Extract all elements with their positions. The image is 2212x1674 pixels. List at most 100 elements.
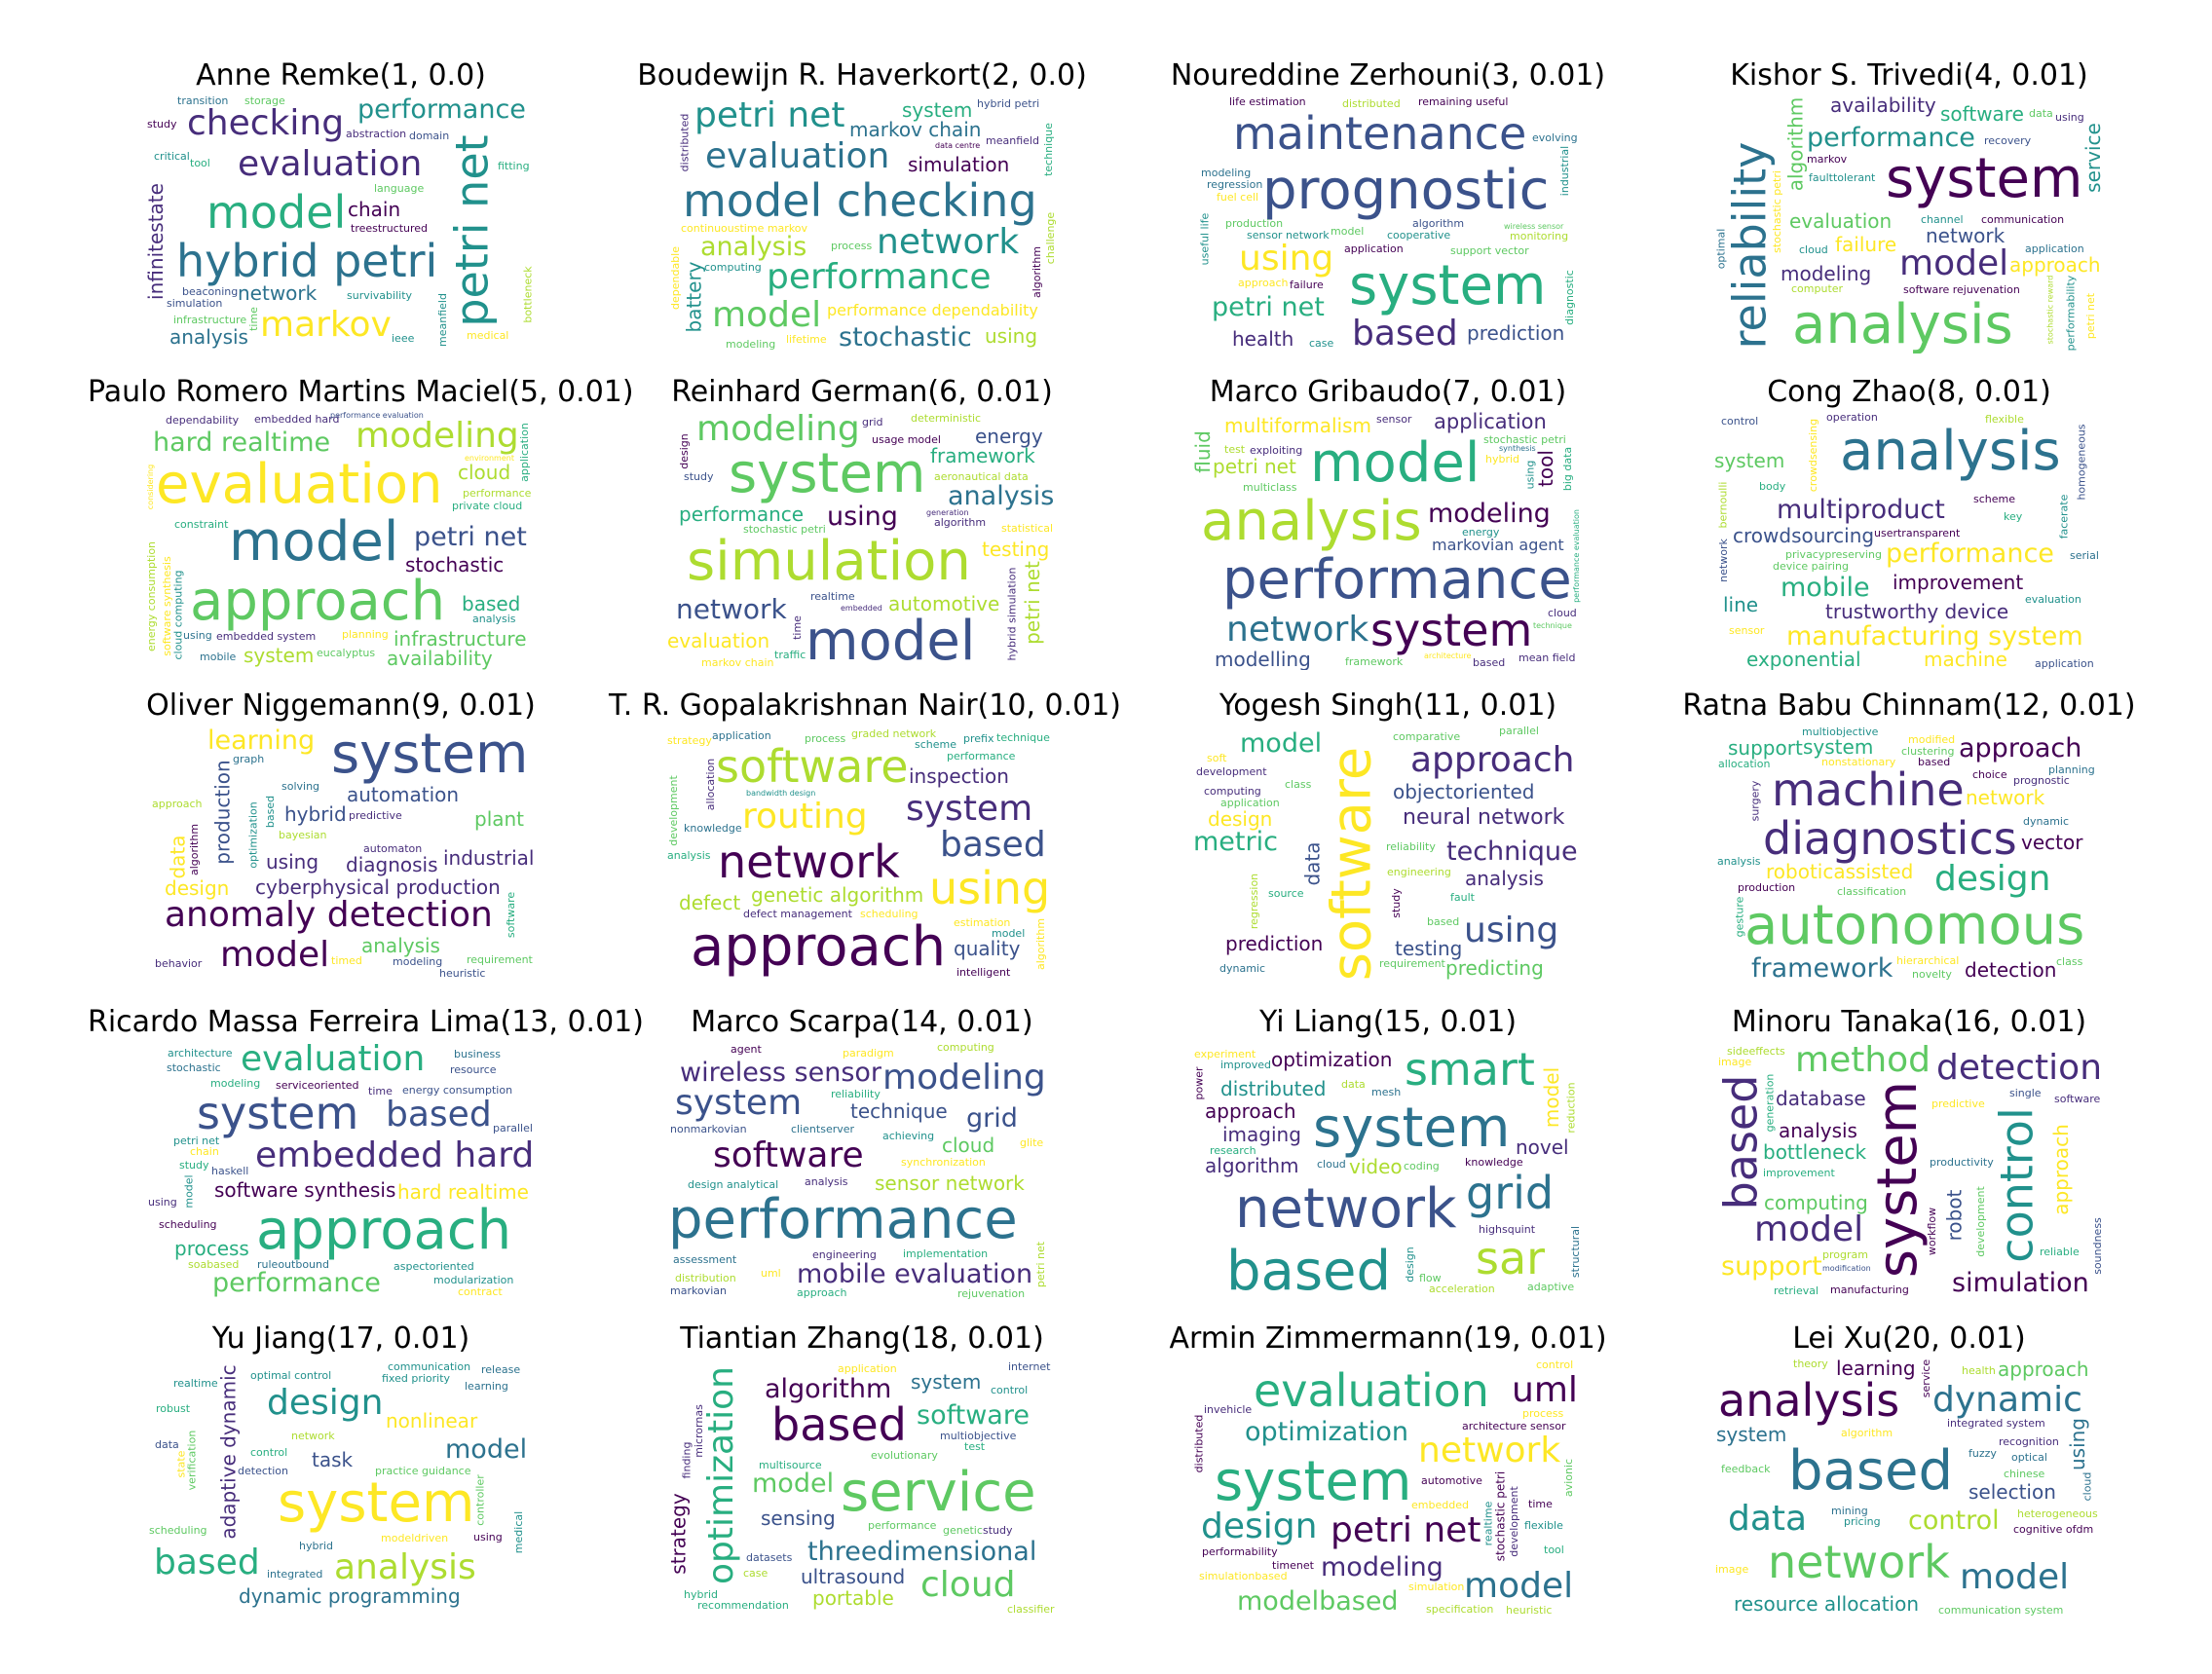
cloud-word: language	[374, 182, 425, 195]
cloud-word: chain	[348, 198, 401, 221]
cloud-word: micrornas	[692, 1404, 705, 1458]
cloud-word: reliability	[1386, 840, 1436, 853]
cloud-word: system	[197, 1087, 359, 1139]
cloud-word: fuzzy	[1968, 1447, 1997, 1460]
cloud-word: production	[1738, 881, 1796, 894]
cloud-word: inspection	[909, 764, 1009, 788]
cloud-word: study	[983, 1524, 1013, 1537]
cloud-word: system	[675, 1083, 803, 1123]
cloud-word: stochastic petri	[1770, 170, 1783, 253]
panel-title: Ricardo Massa Ferreira Lima(13, 0.01)	[88, 1005, 644, 1039]
word-cloud: system anomaly detection model learning data…	[146, 725, 536, 984]
cloud-word: diagnosis	[346, 853, 438, 876]
cloud-word: using	[1239, 239, 1334, 279]
cloud-word: body	[1759, 480, 1786, 493]
cloud-word: modification	[1822, 1264, 1871, 1273]
cloud-word: defect	[679, 891, 741, 914]
panel-title: Minoru Tanaka(16, 0.01)	[1731, 1005, 2087, 1039]
cloud-word: aspectoriented	[394, 1260, 474, 1273]
panel-title: Anne Remke(1, 0.0)	[196, 58, 486, 93]
cloud-word: heterogeneous	[2017, 1507, 2098, 1520]
cloud-word: control	[1721, 415, 1759, 428]
cloud-word: fuel cell	[1217, 191, 1259, 204]
panel-title: Yi Liang(15, 0.01)	[1258, 1005, 1518, 1039]
cloud-word: cooperative	[1387, 229, 1451, 242]
cloud-word: cloud	[2080, 1471, 2093, 1501]
cloud-word: based	[1427, 915, 1460, 928]
cloud-word: battery	[682, 261, 705, 332]
cloud-word: modelbased	[1237, 1586, 1399, 1617]
cloud-word: objectoriented	[1393, 780, 1535, 803]
cloud-word: markov chain	[701, 656, 774, 669]
cloud-word: learning	[465, 1380, 508, 1393]
cloud-word: network	[676, 593, 787, 625]
cloud-word: machine	[1772, 763, 1965, 816]
cloud-word: bernoulli	[1715, 481, 1729, 528]
cloud-word: robust	[156, 1402, 191, 1415]
cloud-word: service	[1920, 1358, 1933, 1398]
cloud-word: improved	[1220, 1059, 1272, 1071]
cloud-word: sideeffects	[1727, 1045, 1785, 1058]
cloud-word: communication system	[1938, 1604, 2064, 1617]
cloud-word: performance	[212, 1268, 381, 1298]
cloud-word: design	[1201, 1507, 1318, 1546]
cloud-word: model	[182, 1173, 196, 1209]
cloud-word: application	[1344, 242, 1404, 255]
cloud-word: petri net	[1213, 455, 1296, 478]
cloud-word: regression	[1207, 178, 1263, 191]
cloud-word: approach	[691, 915, 947, 979]
cloud-word: fitting	[498, 160, 530, 172]
cloud-word: stochastic	[167, 1061, 221, 1074]
cloud-word: knowledge	[1465, 1156, 1523, 1169]
word-cloud-panel: Marco Gribaudo(7, 0.01) model analysis perf…	[1193, 373, 1583, 685]
cloud-word: flow	[1419, 1272, 1442, 1284]
cloud-word: availability	[387, 647, 493, 670]
cloud-word: survivability	[347, 289, 413, 302]
cloud-word: performance	[868, 1519, 937, 1532]
cloud-word: theory	[1793, 1358, 1828, 1370]
cloud-word: grid	[1466, 1167, 1555, 1219]
cloud-word: energy	[1462, 526, 1500, 539]
cloud-word: analysis	[1792, 293, 2013, 353]
cloud-word: system	[331, 725, 529, 786]
cloud-word: optimal control	[250, 1369, 332, 1382]
cloud-word: uml	[1512, 1370, 1578, 1410]
cloud-word: avionic	[1562, 1458, 1576, 1498]
cloud-word: model	[1331, 225, 1365, 238]
cloud-word: model	[1899, 243, 2009, 283]
cloud-word: aeronautical data	[934, 470, 1029, 483]
cloud-word: structural	[1569, 1225, 1583, 1279]
cloud-word: simulation	[908, 153, 1010, 176]
cloud-word: hybrid	[1485, 453, 1520, 465]
panel-title: Noureddine Zerhouni(3, 0.01)	[1170, 58, 1606, 93]
cloud-word: datasets	[746, 1551, 793, 1564]
cloud-word: algorithm	[188, 823, 202, 876]
cloud-word: threedimensional	[807, 1537, 1037, 1567]
word-cloud: prognostic system maintenance using based pet…	[1193, 95, 1583, 353]
cloud-word: hierarchical	[1896, 954, 1960, 967]
word-cloud: model checking performance evaluation petri…	[667, 95, 1057, 353]
cloud-word: performance evaluation	[1571, 509, 1581, 603]
cloud-word: scheduling	[860, 908, 919, 920]
cloud-word: model	[806, 610, 976, 670]
cloud-word: based	[771, 1398, 907, 1451]
cloud-word: stochastic petri	[1492, 1470, 1507, 1561]
cloud-word: ultrasound	[801, 1565, 906, 1588]
cloud-word: dependable	[669, 245, 683, 311]
cloud-word: useful life	[1197, 212, 1211, 265]
cloud-word: transition	[177, 95, 229, 107]
cloud-word: failure	[1835, 233, 1897, 256]
cloud-word: control	[1990, 1106, 2043, 1263]
cloud-word: bottleneck	[1763, 1140, 1867, 1164]
cloud-word: model	[1240, 728, 1323, 759]
cloud-word: diagnostic	[1562, 270, 1576, 325]
cloud-word: modified	[1908, 733, 1956, 746]
cloud-word: class	[2056, 955, 2083, 968]
cloud-word: analysis	[948, 481, 1055, 511]
cloud-word: framework	[930, 444, 1035, 467]
cloud-word: development	[667, 775, 680, 846]
cloud-word: remaining useful	[1418, 95, 1509, 108]
cloud-word: based	[1788, 1439, 1954, 1503]
cloud-word: trustworthy device	[1825, 600, 2009, 623]
word-cloud: system simulation model modeling network anal…	[667, 412, 1057, 670]
